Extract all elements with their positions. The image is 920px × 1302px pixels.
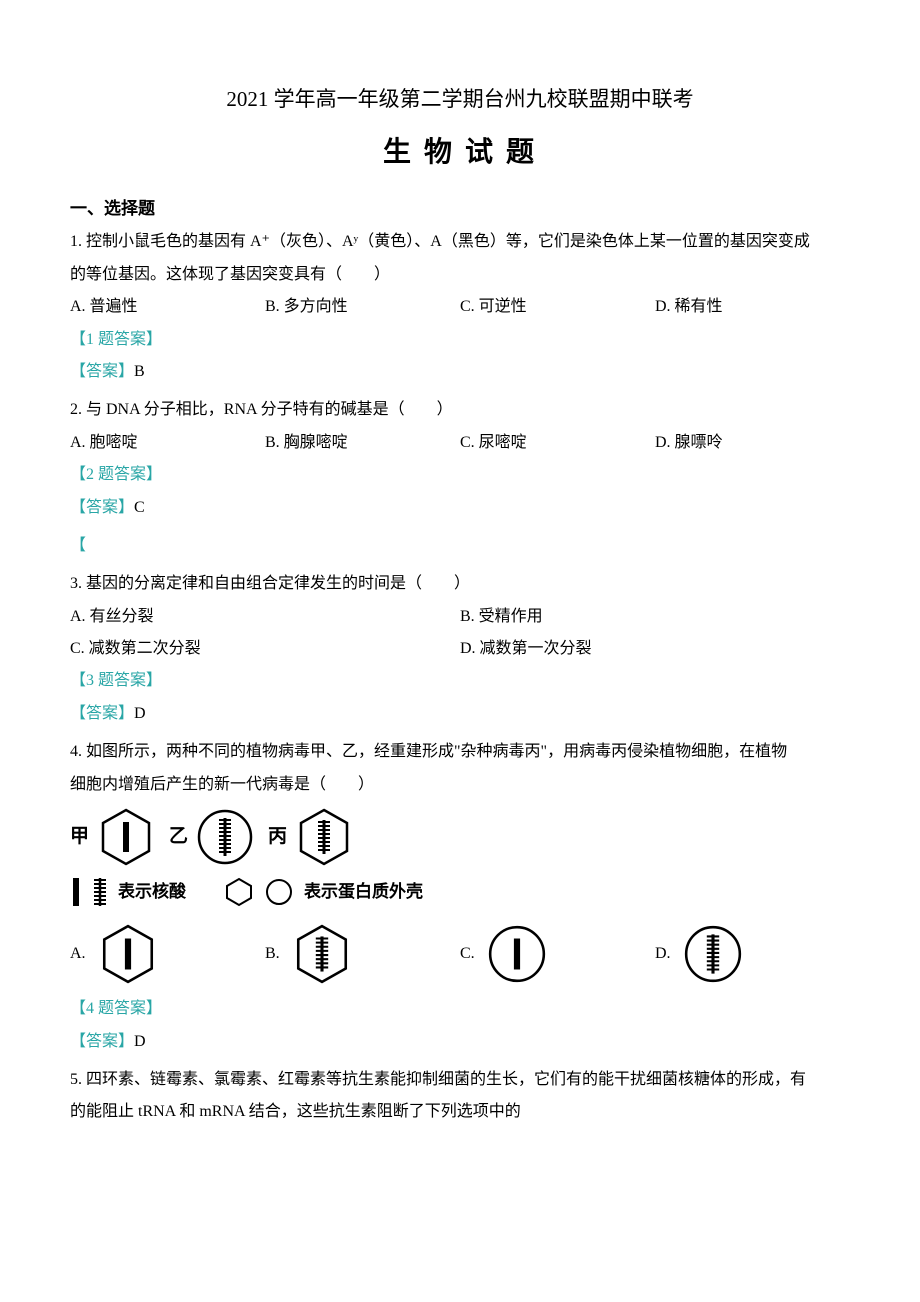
q3-opt-c: C. 减数第二次分裂 xyxy=(70,634,460,664)
q3-text: 3. 基因的分离定律和自由组合定律发生的时间是（ ） xyxy=(70,569,850,599)
q1-opt-d: D. 稀有性 xyxy=(655,292,850,322)
q1-line2: 的等位基因。这体现了基因突变具有（ ） xyxy=(70,260,850,290)
page-sub-title: 生 物 试 题 xyxy=(70,126,850,179)
q2-answer-prefix: 【答案】 xyxy=(70,499,134,516)
q4-label-bing: 丙 xyxy=(268,819,287,855)
q4-opt-b-label: B. xyxy=(265,939,280,969)
q2-opt-d: D. 腺嘌呤 xyxy=(655,428,850,458)
q1-answer: 【答案】B xyxy=(70,357,850,387)
q2-answer-letter: C xyxy=(134,499,145,516)
q4-virus-diagram: 甲 乙 丙 表示核酸 表示蛋白质外壳 xyxy=(70,806,850,908)
q4-opt-c-label: C. xyxy=(460,939,475,969)
q4-legend-protein: 表示蛋白质外壳 xyxy=(304,876,423,908)
q1-options: A. 普遍性 B. 多方向性 C. 可逆性 D. 稀有性 xyxy=(70,292,850,322)
q4-answer-letter: D xyxy=(134,1033,146,1050)
q4-opt-a-label: A. xyxy=(70,939,86,969)
q1-opt-a: A. 普遍性 xyxy=(70,292,265,322)
q4-label-jia: 甲 xyxy=(70,819,89,855)
q4-line2: 细胞内增殖后产生的新一代病毒是（ ） xyxy=(70,770,850,800)
section-heading: 一、选择题 xyxy=(70,193,850,225)
q1-answer-label: 【1 题答案】 xyxy=(70,325,850,355)
q4-options: A. B. C. D. xyxy=(70,922,850,986)
q4-answer: 【答案】D xyxy=(70,1027,850,1057)
page-main-title: 2021 学年高一年级第二学期台州九校联盟期中联考 xyxy=(70,80,850,120)
q4-opt-b-icon xyxy=(290,922,354,986)
q3-answer-prefix: 【答案】 xyxy=(70,705,134,722)
q2-opt-b: B. 胸腺嘧啶 xyxy=(265,428,460,458)
q4-legend-nucleic: 表示核酸 xyxy=(118,876,186,908)
q1-answer-letter: B xyxy=(134,363,145,380)
q4-line1: 4. 如图所示，两种不同的植物病毒甲、乙，经重建形成"杂种病毒丙"，用病毒丙侵染… xyxy=(70,737,850,767)
q4-label-yi: 乙 xyxy=(169,819,188,855)
legend-hexagon-icon xyxy=(224,877,254,907)
q4-answer-prefix: 【答案】 xyxy=(70,1033,134,1050)
q3-options-row2: C. 减数第二次分裂 D. 减数第一次分裂 xyxy=(70,634,850,664)
q4-answer-label: 【4 题答案】 xyxy=(70,994,850,1024)
q3-answer: 【答案】D xyxy=(70,699,850,729)
q4-opt-a-icon xyxy=(96,922,160,986)
q3-opt-a: A. 有丝分裂 xyxy=(70,602,460,632)
q3-answer-label: 【3 题答案】 xyxy=(70,666,850,696)
q2-opt-c: C. 尿嘧啶 xyxy=(460,428,655,458)
q2-answer: 【答案】C xyxy=(70,493,850,523)
q1-opt-c: C. 可逆性 xyxy=(460,292,655,322)
q4-opt-d-icon xyxy=(681,922,745,986)
q5-line1: 5. 四环素、链霉素、氯霉素、红霉素等抗生素能抑制细菌的生长，它们有的能干扰细菌… xyxy=(70,1065,850,1095)
q3-options-row1: A. 有丝分裂 B. 受精作用 xyxy=(70,602,850,632)
virus-jia-icon xyxy=(95,806,157,868)
q2-stray-bracket: 【 xyxy=(70,531,850,561)
q2-answer-label: 【2 题答案】 xyxy=(70,460,850,490)
legend-circle-icon xyxy=(264,877,294,907)
q2-options: A. 胞嘧啶 B. 胸腺嘧啶 C. 尿嘧啶 D. 腺嘌呤 xyxy=(70,428,850,458)
legend-nucleic-coil-icon xyxy=(92,876,108,908)
q3-opt-d: D. 减数第一次分裂 xyxy=(460,634,850,664)
virus-yi-icon xyxy=(194,806,256,868)
q1-line1: 1. 控制小鼠毛色的基因有 A⁺（灰色）、Aʸ（黄色）、A（黑色）等，它们是染色… xyxy=(70,227,850,257)
q2-opt-a: A. 胞嘧啶 xyxy=(70,428,265,458)
q3-answer-letter: D xyxy=(134,705,146,722)
q4-opt-d-label: D. xyxy=(655,939,671,969)
q2-text: 2. 与 DNA 分子相比，RNA 分子特有的碱基是（ ） xyxy=(70,395,850,425)
q4-opt-c-icon xyxy=(485,922,549,986)
q1-answer-prefix: 【答案】 xyxy=(70,363,134,380)
q5-line2: 的能阻止 tRNA 和 mRNA 结合，这些抗生素阻断了下列选项中的 xyxy=(70,1097,850,1127)
virus-bing-icon xyxy=(293,806,355,868)
legend-nucleic-bar-icon xyxy=(70,876,82,908)
q3-opt-b: B. 受精作用 xyxy=(460,602,850,632)
q1-opt-b: B. 多方向性 xyxy=(265,292,460,322)
